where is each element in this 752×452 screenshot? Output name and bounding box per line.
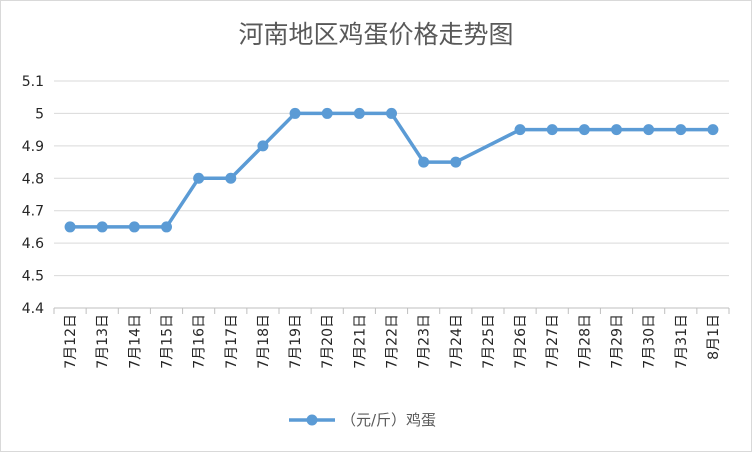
series-layer (64, 107, 719, 233)
x-tick-label: 7月25日 (481, 314, 497, 369)
chart-title: 河南地区鸡蛋价格走势图 (238, 20, 513, 49)
data-point (161, 221, 172, 233)
x-tick-label: 7月28日 (577, 314, 593, 369)
legend-marker (306, 414, 318, 426)
legend-label: （元/斤）鸡蛋 (341, 411, 436, 429)
x-axis-ticks: 7月12日 7月13日 7月14日 7月15日 7月16日 7月17日 7月18日 7月19日… (63, 314, 722, 369)
y-tick-label: 4.4 (22, 301, 44, 317)
y-tick-label: 4.7 (22, 204, 44, 220)
x-tick-label: 7月30日 (642, 314, 658, 369)
data-point (675, 124, 687, 136)
data-point (128, 221, 140, 233)
y-tick-label: 5.1 (22, 74, 44, 90)
x-tick-label: 7月13日 (95, 314, 111, 369)
x-tick-label: 7月16日 (192, 314, 208, 369)
x-tick-label: 7月12日 (63, 314, 79, 369)
data-point (193, 172, 205, 184)
x-tick-label: 7月19日 (288, 314, 304, 369)
x-tick-label: 7月18日 (256, 314, 272, 369)
data-point (353, 107, 365, 119)
legend: （元/斤）鸡蛋 (289, 411, 436, 429)
y-tick-label: 4.9 (22, 139, 44, 155)
x-tick-label: 7月24日 (449, 314, 465, 369)
y-tick-label: 4.5 (22, 269, 44, 285)
x-tick-label: 7月31日 (674, 314, 690, 369)
data-point (611, 124, 622, 136)
x-tick-label: 7月21日 (352, 314, 368, 369)
y-tick-label: 5 (35, 106, 44, 122)
data-point (257, 140, 269, 152)
x-tick-label: 7月15日 (160, 314, 176, 369)
x-tick-label: 7月23日 (417, 314, 433, 369)
y-tick-label: 4.6 (22, 236, 44, 252)
data-point (289, 107, 301, 119)
x-tick-label: 7月22日 (385, 314, 401, 369)
data-point (546, 124, 558, 136)
x-tick-label: 8月1日 (706, 314, 722, 360)
x-axis (53, 307, 730, 314)
data-point (96, 221, 108, 233)
y-tick-label: 4.8 (22, 171, 44, 187)
x-tick-label: 7月29日 (610, 314, 626, 369)
data-point (514, 124, 526, 136)
data-point (386, 107, 397, 119)
x-tick-label: 7月14日 (127, 314, 143, 369)
x-tick-label: 7月26日 (513, 314, 529, 369)
x-tick-label: 7月27日 (545, 314, 561, 369)
data-point (578, 124, 590, 136)
data-point (64, 221, 76, 233)
data-point (450, 156, 462, 168)
data-point (707, 124, 719, 136)
x-tick-label: 7月20日 (320, 314, 336, 369)
y-axis-ticks: 4.4 4.5 4.6 4.7 4.8 4.9 5 5.1 (22, 74, 44, 317)
data-point (643, 124, 655, 136)
x-tick-label: 7月17日 (224, 314, 240, 369)
data-point (321, 107, 333, 119)
data-point (225, 172, 237, 184)
data-point (418, 156, 430, 168)
